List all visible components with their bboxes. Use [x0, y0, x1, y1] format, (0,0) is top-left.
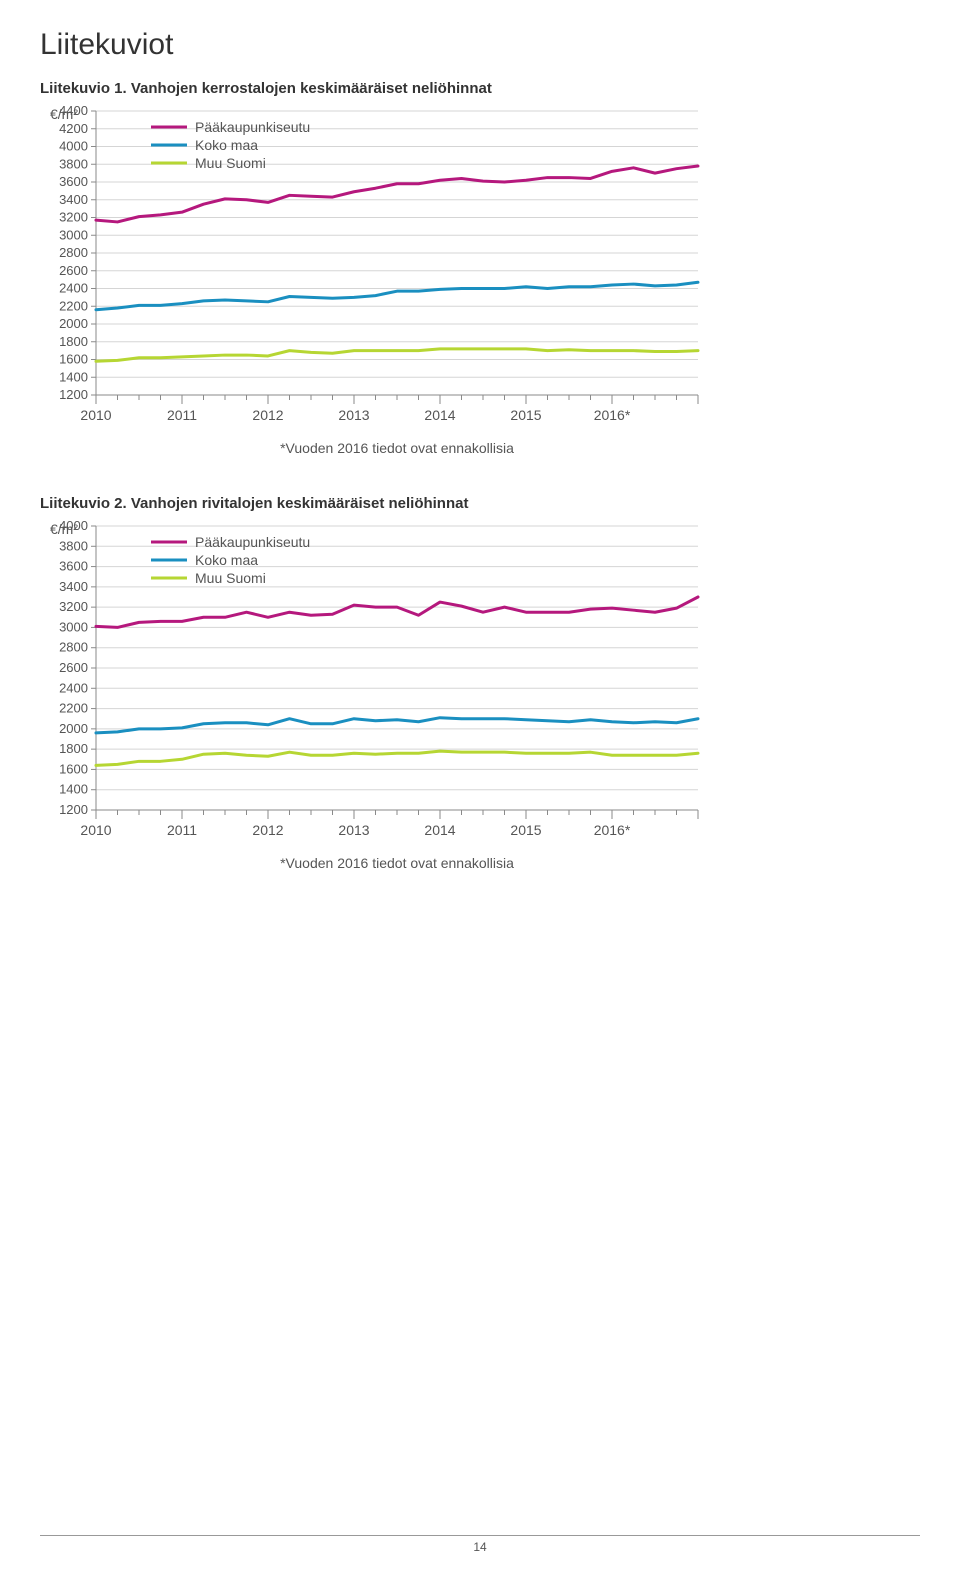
svg-text:1200: 1200 — [59, 387, 88, 402]
svg-text:2400: 2400 — [59, 281, 88, 296]
svg-text:4200: 4200 — [59, 121, 88, 136]
svg-text:Koko maa: Koko maa — [195, 137, 258, 153]
svg-text:2016*: 2016* — [594, 822, 631, 838]
svg-text:2600: 2600 — [59, 660, 88, 675]
svg-text:2010: 2010 — [80, 407, 111, 423]
svg-text:2011: 2011 — [167, 822, 197, 838]
svg-text:2012: 2012 — [252, 407, 283, 423]
svg-text:2014: 2014 — [424, 822, 455, 838]
chart-2-block: Liitekuvio 2. Vanhojen rivitalojen keski… — [40, 495, 710, 880]
svg-text:2800: 2800 — [59, 245, 88, 260]
svg-text:3600: 3600 — [59, 559, 88, 574]
svg-text:3800: 3800 — [59, 538, 88, 553]
chart-2-title: Liitekuvio 2. Vanhojen rivitalojen keski… — [40, 495, 710, 512]
svg-text:Pääkaupunkiseutu: Pääkaupunkiseutu — [195, 119, 310, 135]
svg-text:3400: 3400 — [59, 579, 88, 594]
svg-text:2200: 2200 — [59, 701, 88, 716]
svg-text:Pääkaupunkiseutu: Pääkaupunkiseutu — [195, 534, 310, 550]
svg-text:1200: 1200 — [59, 802, 88, 817]
svg-text:1400: 1400 — [59, 369, 88, 384]
svg-text:4400: 4400 — [59, 105, 88, 118]
svg-text:3000: 3000 — [59, 227, 88, 242]
page-title: Liitekuviot — [40, 28, 920, 62]
svg-text:Koko maa: Koko maa — [195, 552, 258, 568]
svg-text:2015: 2015 — [510, 407, 541, 423]
svg-text:2016*: 2016* — [594, 407, 631, 423]
svg-text:2013: 2013 — [338, 822, 369, 838]
svg-text:2000: 2000 — [59, 721, 88, 736]
svg-text:2000: 2000 — [59, 316, 88, 331]
chart-1-block: Liitekuvio 1. Vanhojen kerrostalojen kes… — [40, 80, 710, 465]
svg-text:2400: 2400 — [59, 680, 88, 695]
svg-text:2012: 2012 — [252, 822, 283, 838]
svg-text:3200: 3200 — [59, 599, 88, 614]
svg-text:*Vuoden 2016 tiedot ovat ennak: *Vuoden 2016 tiedot ovat ennakollisia — [280, 440, 514, 456]
page-number: 14 — [473, 1540, 486, 1554]
svg-text:1600: 1600 — [59, 352, 88, 367]
svg-text:*Vuoden 2016 tiedot ovat ennak: *Vuoden 2016 tiedot ovat ennakollisia — [280, 855, 514, 871]
svg-text:Muu Suomi: Muu Suomi — [195, 155, 266, 171]
svg-text:2014: 2014 — [424, 407, 455, 423]
svg-text:3200: 3200 — [59, 210, 88, 225]
svg-text:1600: 1600 — [59, 761, 88, 776]
svg-text:3800: 3800 — [59, 156, 88, 171]
svg-text:3600: 3600 — [59, 174, 88, 189]
svg-text:1800: 1800 — [59, 334, 88, 349]
svg-text:2600: 2600 — [59, 263, 88, 278]
svg-text:3000: 3000 — [59, 619, 88, 634]
chart-1-title: Liitekuvio 1. Vanhojen kerrostalojen kes… — [40, 80, 710, 97]
svg-text:1800: 1800 — [59, 741, 88, 756]
svg-text:2011: 2011 — [167, 407, 197, 423]
svg-text:1400: 1400 — [59, 782, 88, 797]
page-footer: 14 — [40, 1535, 920, 1554]
svg-text:2200: 2200 — [59, 298, 88, 313]
svg-text:4000: 4000 — [59, 139, 88, 154]
svg-text:2010: 2010 — [80, 822, 111, 838]
svg-text:Muu Suomi: Muu Suomi — [195, 570, 266, 586]
chart-2: €/m²120014001600180020002200240026002800… — [40, 520, 710, 880]
svg-text:2015: 2015 — [510, 822, 541, 838]
svg-text:2013: 2013 — [338, 407, 369, 423]
svg-text:4000: 4000 — [59, 520, 88, 533]
svg-text:3400: 3400 — [59, 192, 88, 207]
svg-text:2800: 2800 — [59, 640, 88, 655]
chart-1: €/m²120014001600180020002200240026002800… — [40, 105, 710, 465]
